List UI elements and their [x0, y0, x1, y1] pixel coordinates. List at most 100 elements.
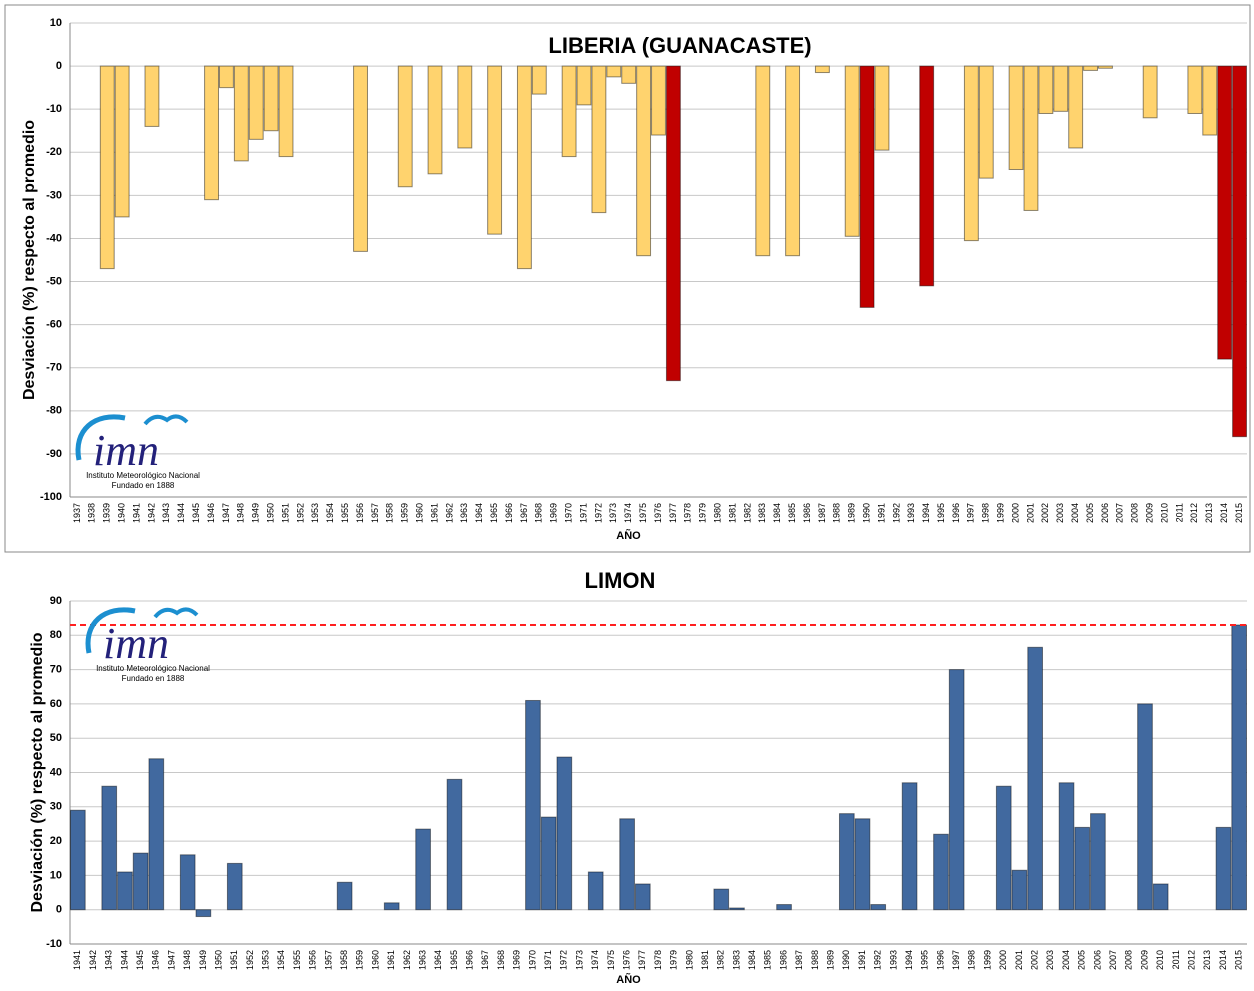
logo-cloud — [143, 414, 189, 426]
x-tick-label: 1992 — [873, 950, 883, 970]
x-tick-label: 1972 — [559, 950, 569, 970]
bar — [1083, 65, 1099, 71]
x-tick-label: 1983 — [731, 950, 741, 970]
y-tick-label: 30 — [50, 801, 62, 813]
x-tick-label: 1946 — [151, 950, 161, 970]
bar — [540, 816, 557, 911]
x-tick-label: 1962 — [444, 503, 454, 523]
bar — [516, 65, 532, 270]
x-tick-label: 1945 — [191, 503, 201, 523]
bar — [1068, 65, 1084, 149]
x-tick-label: 1992 — [891, 503, 901, 523]
x-tick-label: 1944 — [119, 950, 129, 970]
y-tick-label: 10 — [50, 17, 62, 29]
bar — [619, 818, 635, 911]
x-tick-label: 1972 — [593, 503, 603, 523]
x-tick-label: 2011 — [1174, 503, 1184, 522]
bar — [995, 785, 1012, 911]
bar — [1217, 65, 1233, 360]
x-tick-label: 1990 — [861, 503, 871, 523]
x-tick-label: 1978 — [653, 950, 663, 970]
bar — [204, 65, 219, 201]
x-tick-label: 2000 — [1010, 503, 1020, 523]
x-tick-label: 1999 — [996, 503, 1006, 523]
bar — [1202, 65, 1218, 136]
logo-mark: imn — [103, 619, 169, 668]
x-tick-label: 1986 — [778, 950, 788, 970]
x-tick-label: 2002 — [1040, 503, 1050, 523]
y-axis-label: Desviación (%) respecto al promedio — [21, 120, 38, 400]
y-tick-label: 0 — [56, 60, 62, 72]
x-tick-label: 1985 — [787, 503, 797, 523]
y-axis-label: Desviación (%) respecto al promedio — [29, 632, 46, 912]
x-tick-label: 2011 — [1171, 950, 1181, 969]
bar — [665, 65, 681, 382]
x-tick-label: 1937 — [72, 503, 82, 523]
x-tick-label: 1980 — [712, 503, 722, 523]
x-tick-label: 1977 — [668, 503, 678, 523]
x-tick-label: 2003 — [1055, 503, 1065, 523]
bar — [948, 669, 965, 911]
bar — [1074, 826, 1091, 911]
x-tick-label: 1950 — [266, 503, 276, 523]
bar — [278, 65, 294, 158]
logo-cloud — [153, 607, 199, 619]
x-tick-label: 1957 — [323, 950, 333, 970]
x-tick-label: 1956 — [355, 503, 365, 523]
y-tick-label: 60 — [50, 698, 62, 710]
x-tick-label: 1981 — [727, 503, 737, 523]
y-tick-label: -100 — [40, 491, 62, 503]
x-tick-label: 1942 — [88, 950, 98, 970]
x-tick-label: 1944 — [176, 503, 186, 523]
x-tick-label: 1955 — [340, 503, 350, 523]
bar — [978, 65, 994, 179]
x-tick-label: 1974 — [623, 503, 633, 523]
bar — [148, 758, 165, 911]
x-tick-label: 1949 — [251, 503, 261, 523]
y-tick-label: 40 — [50, 766, 62, 778]
x-tick-label: 2004 — [1061, 950, 1071, 970]
x-tick-label: 1973 — [608, 503, 618, 523]
bar — [117, 871, 133, 911]
x-tick-label: 2005 — [1077, 950, 1087, 970]
x-tick-label: 1943 — [161, 503, 171, 523]
x-tick-label: 1995 — [936, 503, 946, 523]
x-tick-label: 1941 — [131, 503, 141, 523]
x-tick-label: 1943 — [104, 950, 114, 970]
logo-founded: Fundado en 1888 — [122, 674, 185, 683]
y-tick-label: -90 — [46, 448, 62, 460]
bar — [263, 65, 279, 132]
x-tick-label: 2009 — [1145, 503, 1155, 523]
x-tick-label: 2004 — [1070, 503, 1080, 523]
x-tick-label: 1965 — [489, 503, 499, 523]
x-tick-label: 1987 — [817, 503, 827, 523]
x-tick-label: 1980 — [684, 950, 694, 970]
x-tick-label: 1989 — [826, 950, 836, 970]
bar — [70, 809, 86, 911]
x-tick-label: 2014 — [1218, 950, 1228, 970]
y-tick-label: 10 — [50, 869, 62, 881]
x-tick-label: 1994 — [904, 950, 914, 970]
logo-name: Instituto Meteorológico Nacional — [96, 664, 210, 673]
x-tick-label: 1953 — [310, 503, 320, 523]
x-tick-label: 1948 — [182, 950, 192, 970]
bar — [870, 904, 887, 911]
bar — [1187, 65, 1203, 114]
bar — [556, 756, 573, 911]
bar — [1137, 703, 1153, 911]
y-tick-label: 90 — [50, 595, 62, 607]
bar — [218, 65, 234, 89]
x-tick-label: 1941 — [72, 950, 82, 970]
y-tick-label: -30 — [46, 189, 62, 201]
bar — [383, 902, 400, 911]
bar — [1152, 883, 1169, 911]
x-tick-label: 1952 — [295, 503, 305, 523]
x-tick-label: 1988 — [832, 503, 842, 523]
x-tick-label: 2012 — [1186, 950, 1196, 970]
x-tick-label: 1971 — [578, 503, 588, 523]
x-tick-label: 1986 — [802, 503, 812, 523]
x-tick-label: 1940 — [117, 503, 127, 523]
bar — [576, 65, 592, 106]
x-tick-label: 1960 — [414, 503, 424, 523]
